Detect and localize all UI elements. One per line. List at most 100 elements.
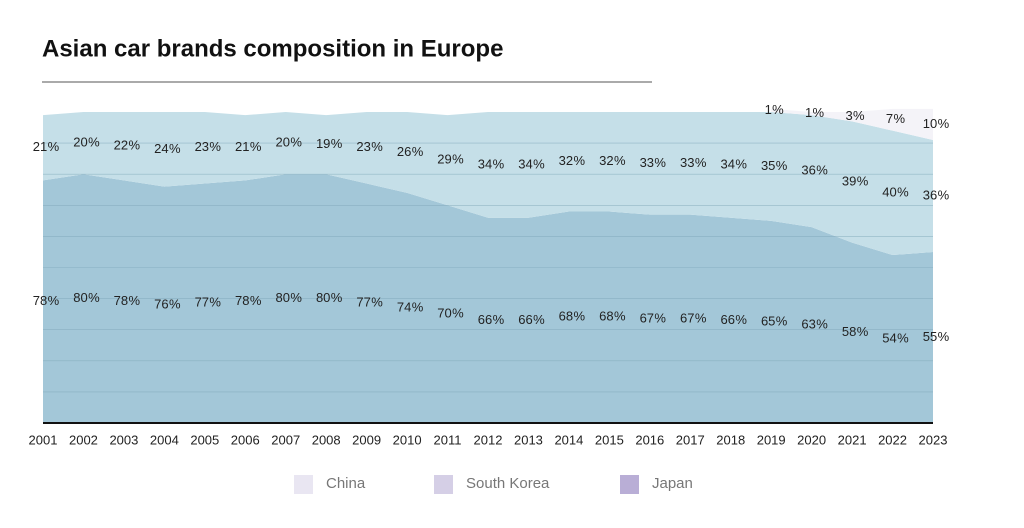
area [43, 112, 933, 256]
value-label-unit: % [776, 313, 788, 328]
value-label: 23 [195, 139, 209, 154]
value-label: 67 [640, 310, 654, 325]
value-label-unit: % [88, 290, 100, 305]
value-label-unit: % [897, 184, 909, 199]
x-tick-label: 2018 [716, 432, 745, 447]
x-tick-label: 2019 [757, 432, 786, 447]
value-label-unit: % [695, 310, 707, 325]
x-tick-label: 2006 [231, 432, 260, 447]
x-tick-label: 2014 [554, 432, 583, 447]
x-tick-label: 2013 [514, 432, 543, 447]
value-label-unit: % [533, 312, 545, 327]
x-tick-label: 2009 [352, 432, 381, 447]
value-label-unit: % [209, 295, 221, 310]
value-label: 74 [397, 299, 411, 314]
value-label-unit: % [493, 156, 505, 171]
value-label: 32 [559, 153, 573, 168]
value-label-unit: % [776, 158, 788, 173]
value-label-unit: % [290, 135, 302, 150]
value-label-unit: % [816, 163, 828, 178]
value-label-unit: % [48, 293, 60, 308]
value-label-unit: % [452, 152, 464, 167]
x-tick-label: 2020 [797, 432, 826, 447]
value-label: 22 [114, 138, 128, 153]
value-label: 26 [397, 144, 411, 159]
x-tick-label: 2012 [474, 432, 503, 447]
value-label: 66 [720, 312, 734, 327]
value-label: 21 [33, 139, 47, 154]
value-label-unit: % [129, 138, 141, 153]
value-label: 33 [640, 155, 654, 170]
value-label-unit: % [452, 306, 464, 321]
value-label-unit: % [897, 330, 909, 345]
value-label: 3 [845, 108, 852, 123]
value-label-unit: % [129, 293, 141, 308]
value-label-unit: % [250, 139, 262, 154]
value-label: 58 [842, 324, 856, 339]
value-label-unit: % [857, 173, 869, 188]
value-label: 1 [805, 105, 812, 120]
value-label-unit: % [893, 111, 905, 126]
value-label: 77 [195, 295, 209, 310]
value-label: 34 [518, 156, 532, 171]
value-label-unit: % [695, 155, 707, 170]
value-label-unit: % [938, 187, 950, 202]
value-label: 68 [559, 309, 573, 324]
value-label-unit: % [169, 296, 181, 311]
value-label: 70 [437, 306, 451, 321]
value-label: 66 [478, 312, 492, 327]
x-tick-label: 2015 [595, 432, 624, 447]
value-label-unit: % [250, 293, 262, 308]
value-label: 80 [73, 290, 87, 305]
value-label: 63 [801, 316, 815, 331]
value-label: 23 [356, 139, 370, 154]
value-label-unit: % [48, 139, 60, 154]
value-label: 67 [680, 310, 694, 325]
value-label: 1 [765, 102, 772, 117]
x-tick-label: 2001 [29, 432, 58, 447]
value-label-unit: % [735, 156, 747, 171]
value-label-unit: % [816, 316, 828, 331]
x-tick-label: 2005 [190, 432, 219, 447]
x-tick-label: 2021 [838, 432, 867, 447]
x-tick-label: 2017 [676, 432, 705, 447]
value-label-unit: % [169, 141, 181, 156]
value-label-unit: % [654, 310, 666, 325]
legend-label: China [326, 475, 366, 492]
value-label: 10 [923, 116, 937, 131]
value-label: 66 [518, 312, 532, 327]
legend-swatch [434, 475, 453, 494]
value-label-unit: % [614, 153, 626, 168]
value-label: 36 [923, 187, 937, 202]
value-label: 40 [882, 184, 896, 199]
value-label-unit: % [813, 105, 825, 120]
value-label-unit: % [371, 139, 383, 154]
value-label-unit: % [853, 108, 865, 123]
value-label-unit: % [857, 324, 869, 339]
value-label: 55 [923, 329, 937, 344]
value-label: 78 [33, 293, 47, 308]
value-label: 80 [316, 290, 330, 305]
value-label-unit: % [614, 309, 626, 324]
value-label: 39 [842, 173, 856, 188]
value-label: 80 [275, 290, 289, 305]
x-tick-label: 2003 [109, 432, 138, 447]
value-label: 54 [882, 330, 896, 345]
value-label-unit: % [772, 102, 784, 117]
value-label: 35 [761, 158, 775, 173]
value-label: 19 [316, 136, 330, 151]
value-label: 76 [154, 296, 168, 311]
value-label: 29 [437, 152, 451, 167]
value-label-unit: % [88, 135, 100, 150]
value-label: 34 [478, 156, 492, 171]
value-label: 20 [275, 135, 289, 150]
value-label: 65 [761, 313, 775, 328]
x-tick-label: 2023 [919, 432, 948, 447]
legend-label: South Korea [466, 475, 550, 492]
value-label-unit: % [533, 156, 545, 171]
x-tick-label: 2016 [635, 432, 664, 447]
value-label: 78 [114, 293, 128, 308]
value-label: 36 [801, 163, 815, 178]
value-label-unit: % [654, 155, 666, 170]
value-label-unit: % [331, 290, 343, 305]
